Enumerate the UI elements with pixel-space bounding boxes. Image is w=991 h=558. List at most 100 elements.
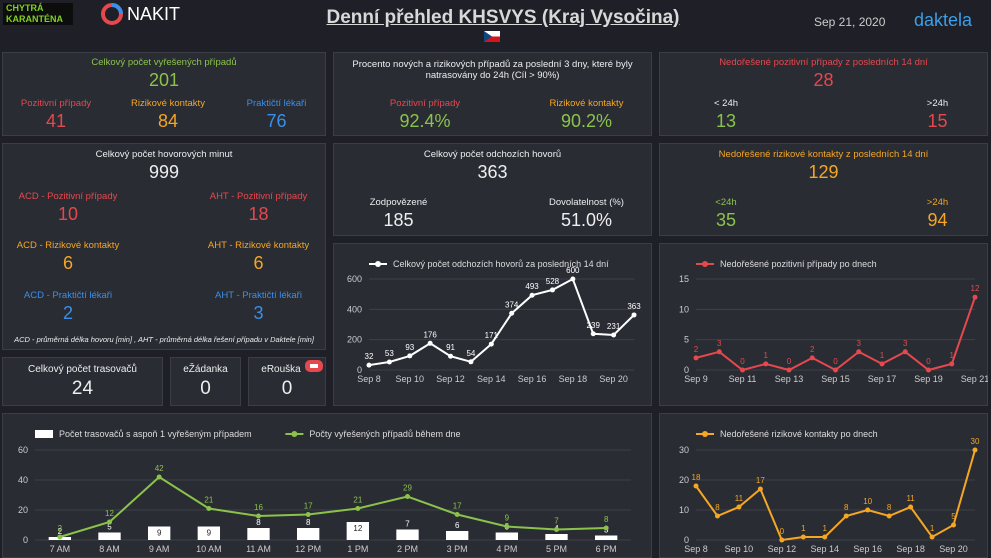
point (716, 349, 722, 355)
data-label: 93 (405, 343, 414, 352)
data-label: 1 (823, 524, 828, 533)
kpi-value: 15 (927, 111, 948, 131)
x-tick-label: 3 PM (447, 544, 468, 554)
x-tick-label: 1 PM (347, 544, 368, 554)
legend-label: Počty vyřešených případů během dne (309, 429, 460, 439)
x-tick-label: Sep 19 (914, 374, 943, 384)
data-label: 3 (857, 339, 862, 348)
kpi-value: 185 (383, 210, 414, 230)
bar (247, 528, 270, 540)
bar (495, 532, 519, 540)
y-tick-label: 60 (18, 445, 28, 455)
kpi-label: eRouška (261, 364, 301, 375)
point (763, 361, 769, 367)
kpi-label: Celkový počet vyřešených případů (91, 57, 237, 68)
point (800, 534, 806, 540)
kpi-label: ACD - Praktičtí lékaři (23, 290, 113, 301)
kpi-label: <24h (715, 197, 737, 208)
kpi-value: 363 (477, 162, 508, 182)
data-label: 10 (863, 497, 872, 506)
point (590, 331, 596, 337)
data-label: 0 (833, 357, 838, 366)
point (366, 362, 372, 368)
data-label: 0 (787, 357, 792, 366)
panel (333, 143, 652, 236)
y-tick-label: 15 (679, 274, 689, 284)
data-label: 231 (607, 322, 621, 331)
x-tick-label: Sep 20 (939, 544, 968, 554)
x-tick-label: Sep 12 (436, 374, 465, 384)
kpi-label: < 24h (713, 98, 739, 109)
x-tick-label: Sep 14 (477, 374, 506, 384)
data-label: 91 (446, 343, 455, 352)
x-tick-label: 5 PM (546, 544, 567, 554)
x-tick-label: Sep 8 (357, 374, 381, 384)
y-tick-label: 0 (684, 535, 689, 545)
point (57, 534, 63, 540)
data-label: 528 (546, 277, 560, 286)
panel (659, 413, 988, 558)
data-label: 8 (306, 518, 311, 527)
y-tick-label: 30 (679, 445, 689, 455)
bar (594, 535, 618, 540)
page-title: Denní přehled KHSVYS (Kraj Vysočina) (326, 7, 680, 28)
point (908, 504, 914, 510)
x-tick-label: 4 PM (496, 544, 517, 554)
x-tick-label: Sep 16 (518, 374, 547, 384)
x-tick-label: Sep 10 (725, 544, 754, 554)
kpi-value: 51.0% (560, 210, 613, 230)
point (427, 340, 433, 346)
legend-label: Počet trasovačů s aspoň 1 vyřešeným příp… (59, 429, 252, 439)
data-label: 17 (453, 502, 462, 511)
x-tick-label: Sep 14 (811, 544, 840, 554)
panel (2, 357, 163, 406)
data-label: 171 (485, 331, 499, 340)
data-label: 2 (58, 527, 63, 536)
point (554, 527, 559, 532)
kpi-label: Rizikové kontakty (131, 98, 205, 109)
erouska-icon (305, 360, 323, 372)
point (305, 512, 311, 517)
data-label: 1 (930, 524, 935, 533)
kpi-value: 201 (148, 70, 180, 90)
point (693, 483, 699, 489)
x-tick-label: Sep 11 (729, 374, 757, 384)
kpi-value: 28 (813, 70, 834, 90)
y-tick-label: 600 (347, 274, 362, 284)
line (59, 475, 607, 538)
data-label: 2 (694, 345, 699, 354)
kpi-value: 3 (253, 303, 264, 323)
kpi-value: 18 (248, 204, 269, 224)
data-label: 374 (505, 300, 519, 309)
data-label: 600 (566, 266, 580, 275)
bar (396, 529, 419, 540)
data-label: 363 (627, 302, 641, 311)
flag (484, 31, 500, 42)
panel (2, 143, 326, 350)
kpi-label: Celkový počet hovorových minut (95, 149, 233, 160)
kpi-label: Celkový počet trasovačů (28, 364, 137, 375)
point (736, 504, 742, 510)
data-label: 1 (880, 351, 885, 360)
point (570, 276, 576, 282)
data-label: 12 (971, 284, 980, 293)
data-label: 3 (717, 339, 722, 348)
bar (296, 528, 320, 540)
y-tick-label: 0 (23, 535, 28, 545)
point (926, 367, 931, 373)
x-tick-label: 7 AM (50, 544, 71, 554)
point (693, 355, 699, 361)
y-tick-label: 5 (684, 335, 689, 345)
data-label: 11 (906, 494, 915, 503)
bar (545, 534, 568, 540)
chart: 0 20 40 60 7 AM 8 AM 9 AM 10 AM 11 AM 12 PM 1 PM 2 … (18, 429, 631, 554)
bar (346, 522, 370, 540)
point (509, 310, 515, 316)
kpi-value: 90.2% (560, 111, 613, 131)
point (886, 513, 892, 519)
point (949, 361, 955, 367)
kpi-value: 13 (715, 111, 737, 131)
point (740, 367, 745, 373)
point (405, 494, 410, 499)
